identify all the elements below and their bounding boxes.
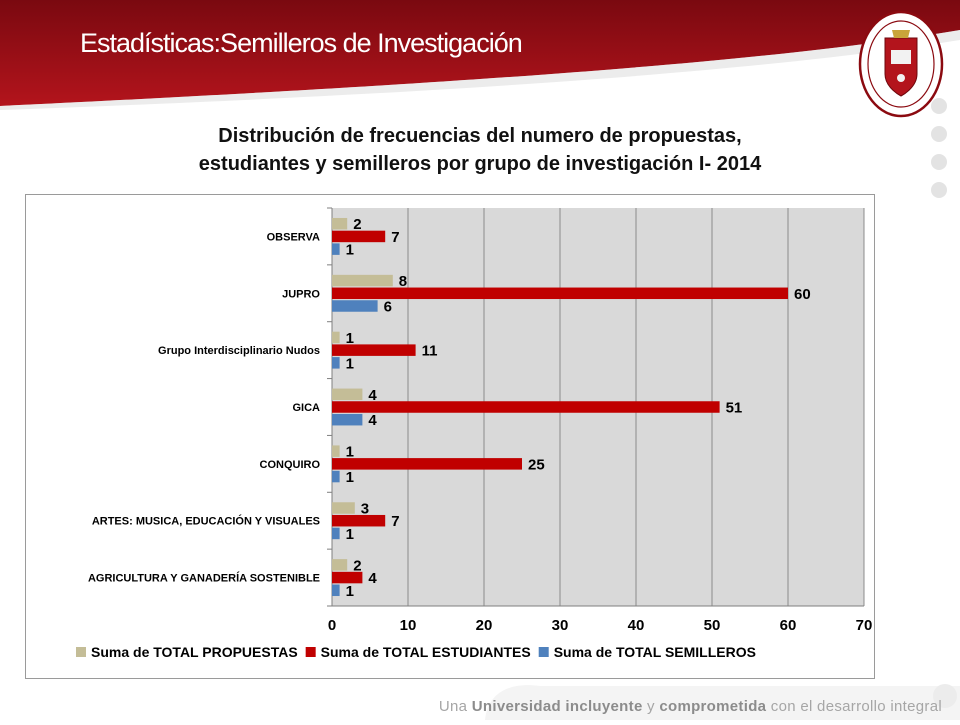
page-title: Estadísticas:Semilleros de Investigación: [80, 28, 523, 58]
bar: [332, 230, 386, 243]
data-label: 4: [368, 412, 377, 429]
data-label: 4: [368, 387, 377, 404]
data-label: 60: [794, 286, 811, 303]
bar: [332, 527, 340, 540]
category-label: OBSERVA: [267, 231, 320, 243]
bar: [332, 357, 340, 369]
data-label: 51: [726, 400, 743, 417]
data-label: 7: [391, 229, 399, 246]
bar: [332, 300, 378, 312]
data-label: 2: [353, 557, 361, 574]
bar: [332, 470, 340, 483]
slogan-part-2: y: [642, 698, 660, 715]
category-label: CONQUIRO: [260, 459, 321, 471]
data-label: 1: [346, 355, 354, 372]
chart-subtitle: Distribución de frecuencias del numero d…: [0, 122, 960, 178]
data-label: 1: [346, 444, 354, 461]
x-tick-label: 30: [552, 617, 569, 634]
slogan-part-4: con el desarrollo integral: [766, 698, 942, 715]
x-tick-label: 0: [328, 617, 336, 634]
data-label: 1: [346, 469, 354, 486]
legend-swatch: [538, 647, 549, 657]
x-tick-label: 60: [780, 617, 797, 634]
footer-slogan: Una Universidad incluyente y comprometid…: [439, 698, 942, 715]
category-label: ARTES: MUSICA, EDUCACIÓN Y VISUALES: [92, 515, 320, 528]
bar: [332, 344, 416, 356]
header-background: [0, 0, 960, 110]
data-label: 25: [528, 456, 545, 473]
bar: [332, 331, 340, 344]
bar: [332, 514, 386, 527]
subtitle-line-2: estudiantes y semilleros por grupo de in…: [198, 153, 762, 175]
legend-label: Suma de TOTAL PROPUESTAS: [91, 644, 298, 660]
legend-label: Suma de TOTAL SEMILLEROS: [554, 644, 756, 660]
slogan-part-3: comprometida: [659, 698, 767, 715]
category-label: GICA: [293, 402, 321, 414]
legend-swatch: [76, 647, 86, 657]
category-label: AGRICULTURA Y GANADERÍA SOSTENIBLE: [88, 572, 320, 585]
decorative-dots: [931, 98, 947, 198]
bar: [332, 388, 363, 401]
x-tick-label: 10: [400, 617, 417, 634]
bar: [332, 445, 340, 457]
data-label: 8: [399, 273, 407, 290]
x-tick-label: 70: [856, 617, 873, 634]
x-tick-label: 50: [704, 617, 721, 634]
bar: [332, 413, 363, 426]
data-label: 1: [346, 330, 354, 347]
legend-swatch: [305, 647, 316, 657]
bar-chart: 0 10 20 30 40 50 60 70 OBSERVA 2 7 1 JUPRO 8 60 6 Grupo …: [76, 207, 873, 660]
bar: [332, 217, 348, 230]
bar: [332, 584, 340, 597]
data-label: 1: [346, 583, 354, 600]
header-banner: Estadísticas:Semilleros de Investigación: [0, 0, 960, 110]
subtitle-line-1: Distribución de frecuencias del numero d…: [218, 125, 742, 147]
bar: [332, 287, 788, 300]
bar: [332, 571, 363, 584]
chart-container: 0 10 20 30 40 50 60 70 OBSERVA 2 7 1 JUPRO 8 60 6 Grupo …: [25, 194, 875, 679]
bar: [332, 502, 355, 514]
data-label: 1: [346, 526, 354, 543]
data-label: 7: [391, 513, 399, 530]
x-tick-label: 40: [628, 617, 645, 634]
slogan-part-0: Una: [438, 698, 472, 715]
university-seal-logo: [858, 8, 944, 124]
data-label: 2: [353, 216, 361, 233]
bar: [332, 401, 720, 413]
bar: [332, 458, 522, 470]
slogan-part-1: Universidad incluyente: [471, 698, 643, 715]
bar: [332, 243, 340, 255]
x-tick-label: 20: [476, 617, 493, 634]
data-label: 11: [422, 343, 438, 360]
bar: [332, 274, 393, 287]
bar: [332, 559, 348, 571]
data-label: 3: [361, 501, 369, 518]
category-label: JUPRO: [282, 288, 320, 300]
data-label: 6: [384, 298, 392, 315]
footer-decoration: [0, 672, 960, 720]
data-label: 4: [368, 570, 377, 587]
data-label: 1: [346, 242, 354, 259]
category-label: Grupo Interdisciplinario Nudos: [158, 345, 320, 357]
legend-label: Suma de TOTAL ESTUDIANTES: [321, 644, 531, 660]
